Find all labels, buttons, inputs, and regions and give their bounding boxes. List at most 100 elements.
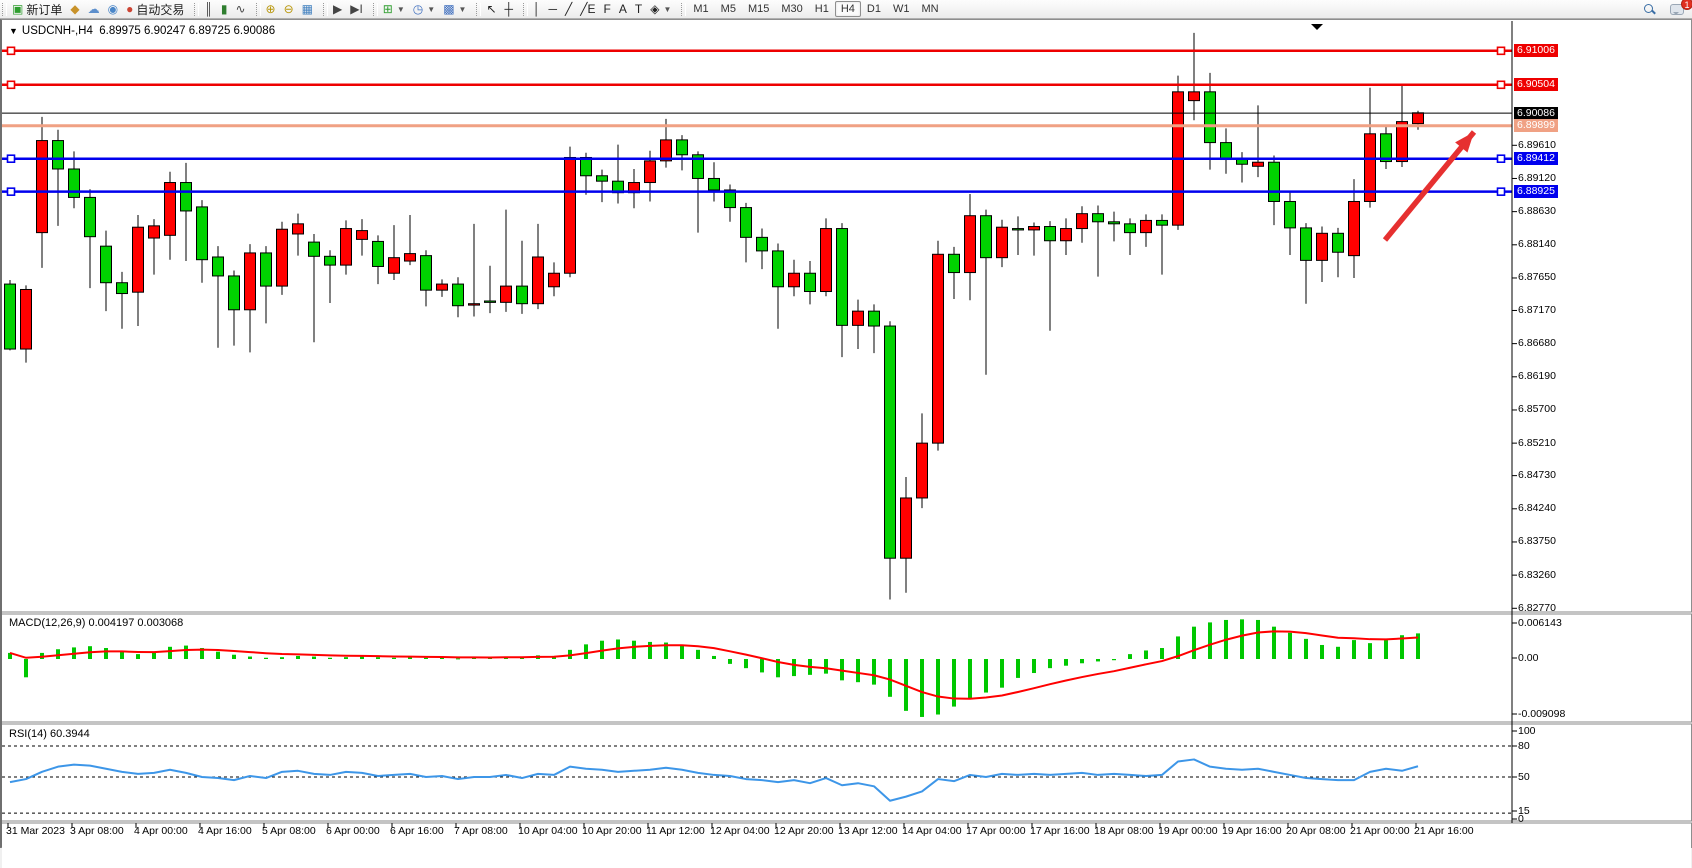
rsi-indicator-label: RSI(14) 60.3944 (9, 728, 90, 740)
macd-histogram-bar (1320, 644, 1324, 659)
price-line-handle[interactable] (1496, 80, 1506, 90)
text-label-button[interactable]: T (631, 1, 646, 17)
vertical-line-button[interactable]: │ (529, 1, 545, 17)
timeframe-mn-button[interactable]: MN (921, 3, 939, 15)
auto-trading-button[interactable]: ● 自动交易 (122, 1, 188, 17)
price-line-handle[interactable] (1496, 46, 1506, 56)
templates-button[interactable]: ▩ ▼ (439, 1, 470, 17)
timeframe-d1-button[interactable]: D1 (866, 3, 881, 15)
price-tick-label: 6.87170 (1518, 303, 1556, 316)
signals-button[interactable]: ◉ (104, 1, 122, 17)
macd-histogram-bar (1352, 640, 1356, 659)
horizontal-line-icon: ─ (548, 2, 558, 16)
candle-up (340, 228, 352, 266)
price-line-handle[interactable] (6, 80, 16, 90)
auto-scroll-button[interactable]: ▶ (329, 1, 346, 17)
candle-down (420, 255, 432, 291)
tile-windows-button[interactable]: ▦ (298, 1, 317, 17)
candle-down (116, 282, 128, 295)
line-chart-button[interactable]: ∿ (231, 1, 249, 17)
toolbar-group-chart-type: ║ ▮ ∿ (192, 0, 253, 19)
candle-up (964, 215, 976, 274)
chart-shift-icon: ▶I (350, 2, 363, 16)
time-axis-label: 21 Apr 00:00 (1350, 825, 1410, 837)
price-line-handle[interactable] (1496, 154, 1506, 164)
timeframe-h4-button[interactable]: H4 (834, 1, 861, 17)
price-level-label: 6.88925 (1514, 185, 1558, 199)
crosshair-button[interactable]: ┼ (501, 1, 518, 17)
chart-shift-button[interactable]: ▶I (346, 1, 367, 17)
candle-down (516, 285, 528, 305)
candle-down (196, 206, 208, 261)
fibonacci-button[interactable]: F (600, 1, 615, 17)
time-axis-label: 19 Apr 16:00 (1222, 825, 1282, 837)
toolbar: ▣ 新订单 ◆ ☁ ◉ ● 自动交易 ║ ▮ ∿ ⊕ ⊖ ▦ ▶ ▶I ⊞ ▼ ◷ ▼ ▩ ▼ ↖ ┼ │ ─ ╱ ╱E F A T ◈ ▼ … (0, 0, 1692, 19)
periods-icon: ◷ (412, 2, 424, 16)
trend-arrow[interactable] (1382, 130, 1477, 242)
price-line-handle[interactable] (6, 154, 16, 164)
notifications-button[interactable]: 1 (1666, 0, 1692, 18)
candlestick-chart-icon: ▮ (220, 2, 228, 16)
macd-axis-label: -0.009098 (1518, 707, 1566, 720)
text-label-icon: T (634, 2, 643, 16)
price-tick-label: 6.85210 (1518, 436, 1556, 449)
macd-axis-label: 0.00 (1518, 651, 1539, 664)
search-button[interactable] (1639, 2, 1660, 18)
candle-down (1156, 219, 1168, 226)
periods-button[interactable]: ◷ ▼ (409, 1, 439, 17)
equidistant-channel-button[interactable]: ╱E (576, 1, 599, 17)
notification-badge: 1 (1681, 0, 1692, 10)
timeframe-m1-button[interactable]: M1 (693, 3, 709, 15)
macd-histogram-bar (1176, 636, 1180, 659)
candle-up (564, 156, 576, 274)
time-axis-label: 7 Apr 08:00 (454, 825, 508, 837)
stamp-button[interactable]: ◆ (66, 1, 83, 17)
candlestick-chart-button[interactable]: ▮ (217, 1, 232, 17)
candle-up (788, 272, 800, 288)
candle-up (20, 288, 32, 350)
price-line-handle[interactable] (1496, 187, 1506, 196)
add-indicator-button[interactable]: ⊞ ▼ (379, 1, 409, 17)
add-indicator-button-dropdown-icon[interactable]: ▼ (396, 4, 405, 14)
shapes-button[interactable]: ◈ ▼ (646, 1, 675, 17)
zoom-out-button[interactable]: ⊖ (280, 1, 298, 17)
chart-title: ▼ USDCNH-,H4 6.89975 6.90247 6.89725 6.90… (9, 25, 275, 37)
macd-histogram-bar (1128, 654, 1132, 659)
bar-chart-button[interactable]: ║ (200, 1, 217, 17)
new-order-button[interactable]: ▣ 新订单 (8, 1, 66, 17)
horizontal-line-button[interactable]: ─ (545, 1, 562, 17)
timeframe-m15-button[interactable]: M15 (747, 3, 770, 15)
timeframe-m30-button[interactable]: M30 (781, 3, 803, 15)
toolbar-group-zoom: ⊕ ⊖ ▦ (254, 0, 321, 19)
price-tick-label: 6.89610 (1518, 138, 1556, 151)
price-tick-label: 6.83750 (1518, 535, 1556, 548)
crosshair-icon: ┼ (504, 2, 514, 16)
price-level-label: 6.90086 (1514, 106, 1558, 120)
price-line-handle[interactable] (6, 187, 16, 196)
chart-canvas[interactable] (2, 20, 1692, 849)
periods-button-dropdown-icon[interactable]: ▼ (427, 4, 436, 14)
cursor-button[interactable]: ↖ (482, 1, 500, 17)
timeframe-w1-button[interactable]: W1 (892, 3, 910, 15)
text-button[interactable]: A (615, 1, 631, 17)
candle-up (148, 225, 160, 239)
zoom-in-button[interactable]: ⊕ (262, 1, 280, 17)
trendline-button[interactable]: ╱ (561, 1, 576, 17)
templates-button-dropdown-icon[interactable]: ▼ (458, 4, 467, 14)
candle-up (500, 285, 512, 303)
trend-arrow-head (1455, 132, 1474, 153)
timeframe-h1-button[interactable]: H1 (814, 3, 829, 15)
collapse-triangle-icon[interactable]: ▼ (9, 26, 18, 36)
shapes-button-dropdown-icon[interactable]: ▼ (663, 4, 672, 14)
macd-histogram-bar (1192, 626, 1196, 659)
macd-histogram-bar (1304, 638, 1308, 659)
time-axis-label: 6 Apr 16:00 (390, 825, 444, 837)
publish-button[interactable]: ☁ (84, 1, 104, 17)
macd-histogram-bar (680, 645, 684, 659)
shapes-icon: ◈ (650, 2, 660, 16)
time-axis-label: 31 Mar 2023 (6, 825, 65, 837)
price-line-handle[interactable] (6, 46, 16, 56)
candle-up (1364, 133, 1376, 202)
candle-up (276, 228, 288, 287)
timeframe-m5-button[interactable]: M5 (720, 3, 736, 15)
